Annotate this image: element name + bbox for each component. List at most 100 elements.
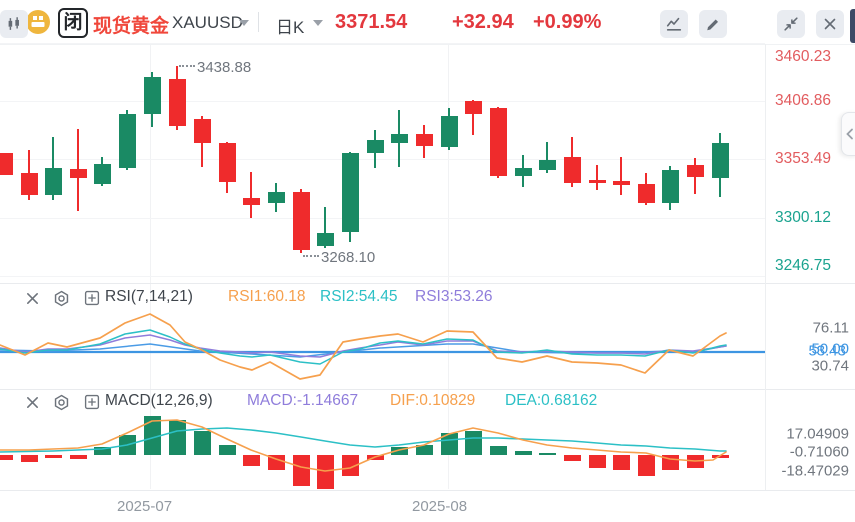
gridline: [0, 276, 765, 277]
candle-wick: [324, 207, 326, 248]
gridline: [0, 101, 765, 102]
candle: [194, 119, 211, 143]
gridline: [0, 218, 765, 219]
macd-histogram-bar: [293, 455, 310, 486]
candle: [219, 143, 236, 182]
candle-wick: [620, 157, 622, 195]
candle: [539, 160, 556, 170]
macd-histogram-bar: [268, 455, 285, 470]
symbol-code[interactable]: XAUUSD: [172, 13, 243, 32]
macd-histogram-bar: [539, 453, 556, 455]
gridline: [0, 159, 765, 160]
rsi1-line: [0, 313, 727, 380]
macd-histogram-bar: [219, 445, 236, 455]
rsi-add-button[interactable]: [83, 289, 101, 307]
sidebar-expand-tab[interactable]: [841, 112, 855, 156]
macd-histogram-bar: [70, 455, 87, 459]
candle: [490, 108, 507, 176]
symbol-dropdown-caret-icon[interactable]: [239, 20, 249, 26]
macd-histogram-bar: [662, 455, 679, 470]
line-chart-icon: [666, 17, 682, 31]
gridline: [448, 45, 449, 489]
candle: [243, 198, 260, 205]
candlestick-settings-button[interactable]: [0, 10, 28, 38]
time-axis-label: 2025-08: [412, 498, 468, 515]
close-icon: [26, 292, 38, 304]
macd-histogram-bar: [416, 445, 433, 455]
candle: [515, 168, 532, 176]
rsi-settings-button[interactable]: [52, 289, 70, 307]
macd-histogram-bar: [465, 431, 482, 455]
candle: [638, 184, 655, 203]
rsi2-line: [0, 329, 727, 365]
period-dropdown-caret-icon[interactable]: [313, 20, 323, 26]
close-icon: [824, 18, 836, 30]
candle: [589, 180, 606, 183]
gear-icon: [54, 394, 68, 410]
line-chart-button[interactable]: [660, 10, 688, 38]
axis-label: 53.43: [808, 342, 846, 360]
panel-separator: [0, 283, 855, 284]
macd-histogram-bar: [194, 431, 211, 455]
candlestick-icon: [8, 17, 19, 30]
candle: [712, 143, 729, 178]
gridline: [0, 43, 765, 44]
candle: [564, 157, 581, 183]
close-chart-button[interactable]: [816, 10, 844, 38]
dea-value: DEA:0.68162: [505, 392, 598, 409]
window-edge: [850, 9, 855, 43]
macd-remove-button[interactable]: [23, 393, 41, 411]
macd-add-button[interactable]: [83, 393, 101, 411]
macd-title: MACD(12,26,9): [105, 392, 213, 409]
rsi-remove-button[interactable]: [23, 289, 41, 307]
dif-value: DIF:0.10829: [390, 392, 476, 409]
macd-value: MACD:-1.14667: [247, 392, 359, 409]
gear-icon: [54, 290, 68, 306]
candle: [441, 116, 458, 147]
candle: [342, 153, 359, 232]
candle: [0, 153, 13, 175]
rsi-title: RSI(7,14,21): [105, 288, 193, 305]
rsi3-value: RSI3:53.26: [415, 288, 493, 305]
candle: [367, 140, 384, 153]
period-selector[interactable]: 日K: [276, 18, 305, 37]
close-icon: [26, 396, 38, 408]
app-logo: 闭: [58, 8, 88, 38]
candle: [119, 114, 136, 168]
candle-wick: [596, 165, 598, 190]
header-divider: [258, 12, 259, 32]
time-axis[interactable]: 2025-07 2025-08: [0, 491, 855, 522]
macd-histogram-bar: [367, 455, 384, 460]
candle-wick: [250, 172, 252, 218]
macd-histogram-bar: [0, 455, 13, 460]
collapse-button[interactable]: [777, 10, 805, 38]
price-axis-separator: [765, 44, 766, 490]
chart-toolbar: 闭 现货黄金 XAUUSD 日K 3371.54 +32.94 +0.99%: [0, 0, 855, 45]
plus-square-icon: [84, 394, 100, 410]
pencil-icon: [707, 19, 719, 31]
rsi-blue-line: [0, 343, 727, 358]
draw-button[interactable]: [699, 10, 727, 38]
macd-settings-button[interactable]: [52, 393, 70, 411]
time-axis-label: 2025-07: [117, 498, 173, 515]
candle: [70, 169, 87, 178]
rsi3-line: [0, 334, 727, 358]
panel-separator: [0, 490, 855, 491]
dotted-leader: [179, 65, 195, 71]
macd-histogram-bar: [169, 420, 186, 455]
candle-wick: [472, 100, 474, 135]
price-change: +32.94: [452, 11, 514, 33]
high-price-annotation: 3438.88: [179, 59, 251, 76]
candle: [268, 192, 285, 203]
axis-label: 3353.49: [775, 150, 832, 167]
symbol-name: 现货黄金: [93, 16, 170, 37]
axis-label: -0.71060: [789, 443, 849, 461]
candle: [416, 134, 433, 146]
broker-logo-icon: [26, 10, 50, 34]
candle-wick: [546, 142, 548, 173]
panel-separator: [0, 389, 855, 390]
candle: [317, 233, 334, 246]
candle: [391, 134, 408, 143]
